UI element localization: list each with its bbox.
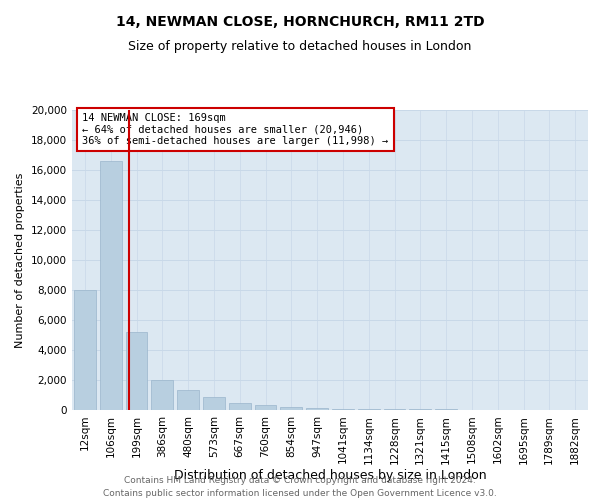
Text: Contains public sector information licensed under the Open Government Licence v3: Contains public sector information licen… <box>103 488 497 498</box>
Bar <box>254 405 277 410</box>
Bar <box>358 409 380 410</box>
Bar <box>203 397 225 410</box>
Bar <box>177 390 199 410</box>
Bar <box>332 408 354 410</box>
Bar <box>74 290 96 410</box>
Text: 14 NEWMAN CLOSE: 169sqm
← 64% of detached houses are smaller (20,946)
36% of sem: 14 NEWMAN CLOSE: 169sqm ← 64% of detache… <box>82 113 389 146</box>
Text: Size of property relative to detached houses in London: Size of property relative to detached ho… <box>128 40 472 53</box>
X-axis label: Distribution of detached houses by size in London: Distribution of detached houses by size … <box>173 469 487 482</box>
Bar <box>125 332 148 410</box>
Bar <box>151 380 173 410</box>
Bar <box>280 407 302 410</box>
Text: Contains HM Land Registry data © Crown copyright and database right 2024.: Contains HM Land Registry data © Crown c… <box>124 476 476 485</box>
Bar <box>229 402 251 410</box>
Bar <box>100 161 122 410</box>
Text: 14, NEWMAN CLOSE, HORNCHURCH, RM11 2TD: 14, NEWMAN CLOSE, HORNCHURCH, RM11 2TD <box>116 15 484 29</box>
Bar <box>306 408 328 410</box>
Bar <box>383 409 406 410</box>
Y-axis label: Number of detached properties: Number of detached properties <box>16 172 25 348</box>
